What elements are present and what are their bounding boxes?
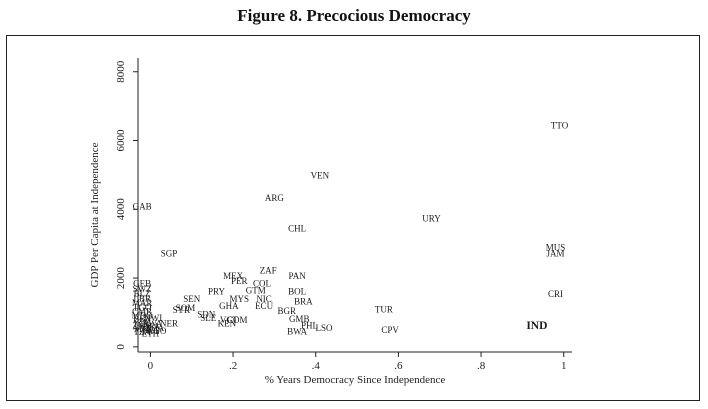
point-label-lbr: LBR xyxy=(133,294,151,304)
y-axis-title: GDP Per Capita at Independence xyxy=(89,142,101,287)
point-label-mli: MLI xyxy=(134,324,151,334)
x-axis-title: % Years Democracy Since Independence xyxy=(265,374,446,386)
y-tick-label: 8000 xyxy=(115,60,127,83)
point-label-bwa: BWA xyxy=(287,327,308,337)
chart-frame xyxy=(6,35,700,401)
point-label-col: COL xyxy=(253,278,271,288)
point-label-chl: CHL xyxy=(288,224,306,234)
point-label-sen: SEN xyxy=(183,294,201,304)
point-label-mus: MUS xyxy=(546,243,566,253)
point-label-lso: LSO xyxy=(315,323,333,333)
point-label-ind: IND xyxy=(526,320,547,332)
point-label-cmr: CMR xyxy=(132,307,152,317)
point-label-zaf: ZAF xyxy=(260,265,277,275)
point-label-sdn: SDN xyxy=(197,309,216,319)
point-label-cri: CRI xyxy=(548,289,563,299)
x-tick-label: .4 xyxy=(312,360,321,372)
point-label-nga: NGA xyxy=(145,323,165,333)
point-label-tur: TUR xyxy=(375,305,393,315)
point-label-zmb: ZMB xyxy=(132,321,152,331)
figure-title: Figure 8. Precocious Democracy xyxy=(237,6,471,25)
point-label-cpv: CPV xyxy=(381,325,399,335)
point-label-phl: PHL xyxy=(301,320,318,330)
x-tick-label: .6 xyxy=(394,360,403,372)
x-tick-label: .8 xyxy=(477,360,486,372)
y-tick-label: 6000 xyxy=(115,129,127,152)
x-tick-label: .2 xyxy=(229,360,237,372)
point-label-swz: SWZ xyxy=(133,284,152,294)
point-label-nic: NIC xyxy=(256,294,272,304)
point-label-pry: PRY xyxy=(208,286,226,296)
point-label-uga: UGA xyxy=(141,322,161,332)
point-label-tgo: TGO xyxy=(133,302,152,312)
point-label-pan: PAN xyxy=(289,271,307,281)
point-label-mex: MEX xyxy=(223,271,244,281)
point-label-jam: JAM xyxy=(546,248,564,258)
point-label-mwi: MWI xyxy=(143,313,163,323)
point-label-vct: VCT xyxy=(220,315,239,325)
x-tick-label: 1 xyxy=(561,360,567,372)
point-label-arg: ARG xyxy=(265,193,285,203)
point-label-bdi: BDI xyxy=(143,325,159,335)
point-label-gtm: GTM xyxy=(246,285,266,295)
point-label-sgp: SGP xyxy=(161,248,178,258)
x-tick-label: 0 xyxy=(148,360,154,372)
point-label-ken: KEN xyxy=(218,318,237,328)
point-label-sle: SLE xyxy=(200,313,217,323)
point-label-civ: CIV xyxy=(134,318,150,328)
point-label-tza: TZA xyxy=(133,327,151,337)
point-label-geb: GEB xyxy=(133,279,151,289)
point-label-per: PER xyxy=(231,276,248,286)
point-label-gha: GHA xyxy=(219,301,239,311)
point-label-ven: VEN xyxy=(311,170,330,180)
point-label-blz: BLZ xyxy=(134,289,151,299)
point-label-ecu: ECU xyxy=(255,301,274,311)
y-tick-label: 2000 xyxy=(115,267,127,290)
point-label-gab: GAB xyxy=(133,201,152,211)
axes: 0 2000 4000 6000 8000 0 .2 .4 .6 .8 1 xyxy=(115,58,572,372)
point-label-bgr: BGR xyxy=(278,306,297,316)
point-label-eth: ETH xyxy=(142,329,160,339)
point-label-ago: AGO xyxy=(147,326,167,336)
point-label-gmb: GMB xyxy=(289,314,310,324)
point-label-rwa: RWA xyxy=(143,318,163,328)
point-label-mar: MAR xyxy=(132,298,153,308)
point-label-bra: BRA xyxy=(294,296,313,306)
y-tick-label: 0 xyxy=(115,344,127,350)
point-label-bol: BOL xyxy=(288,286,306,296)
y-tick-label: 4000 xyxy=(115,198,127,221)
point-label-ner: NER xyxy=(160,318,178,328)
point-label-tto: TTO xyxy=(551,121,569,131)
point-label-com: COM xyxy=(227,315,248,325)
point-label-mdg: MDG xyxy=(132,310,154,320)
point-label-ury: URY xyxy=(422,213,441,223)
point-label-mys: MYS xyxy=(230,294,250,304)
point-label-som: SOM xyxy=(176,303,196,313)
point-label-syr: SYR xyxy=(173,305,191,315)
point-label-ben: BEN xyxy=(133,314,152,324)
